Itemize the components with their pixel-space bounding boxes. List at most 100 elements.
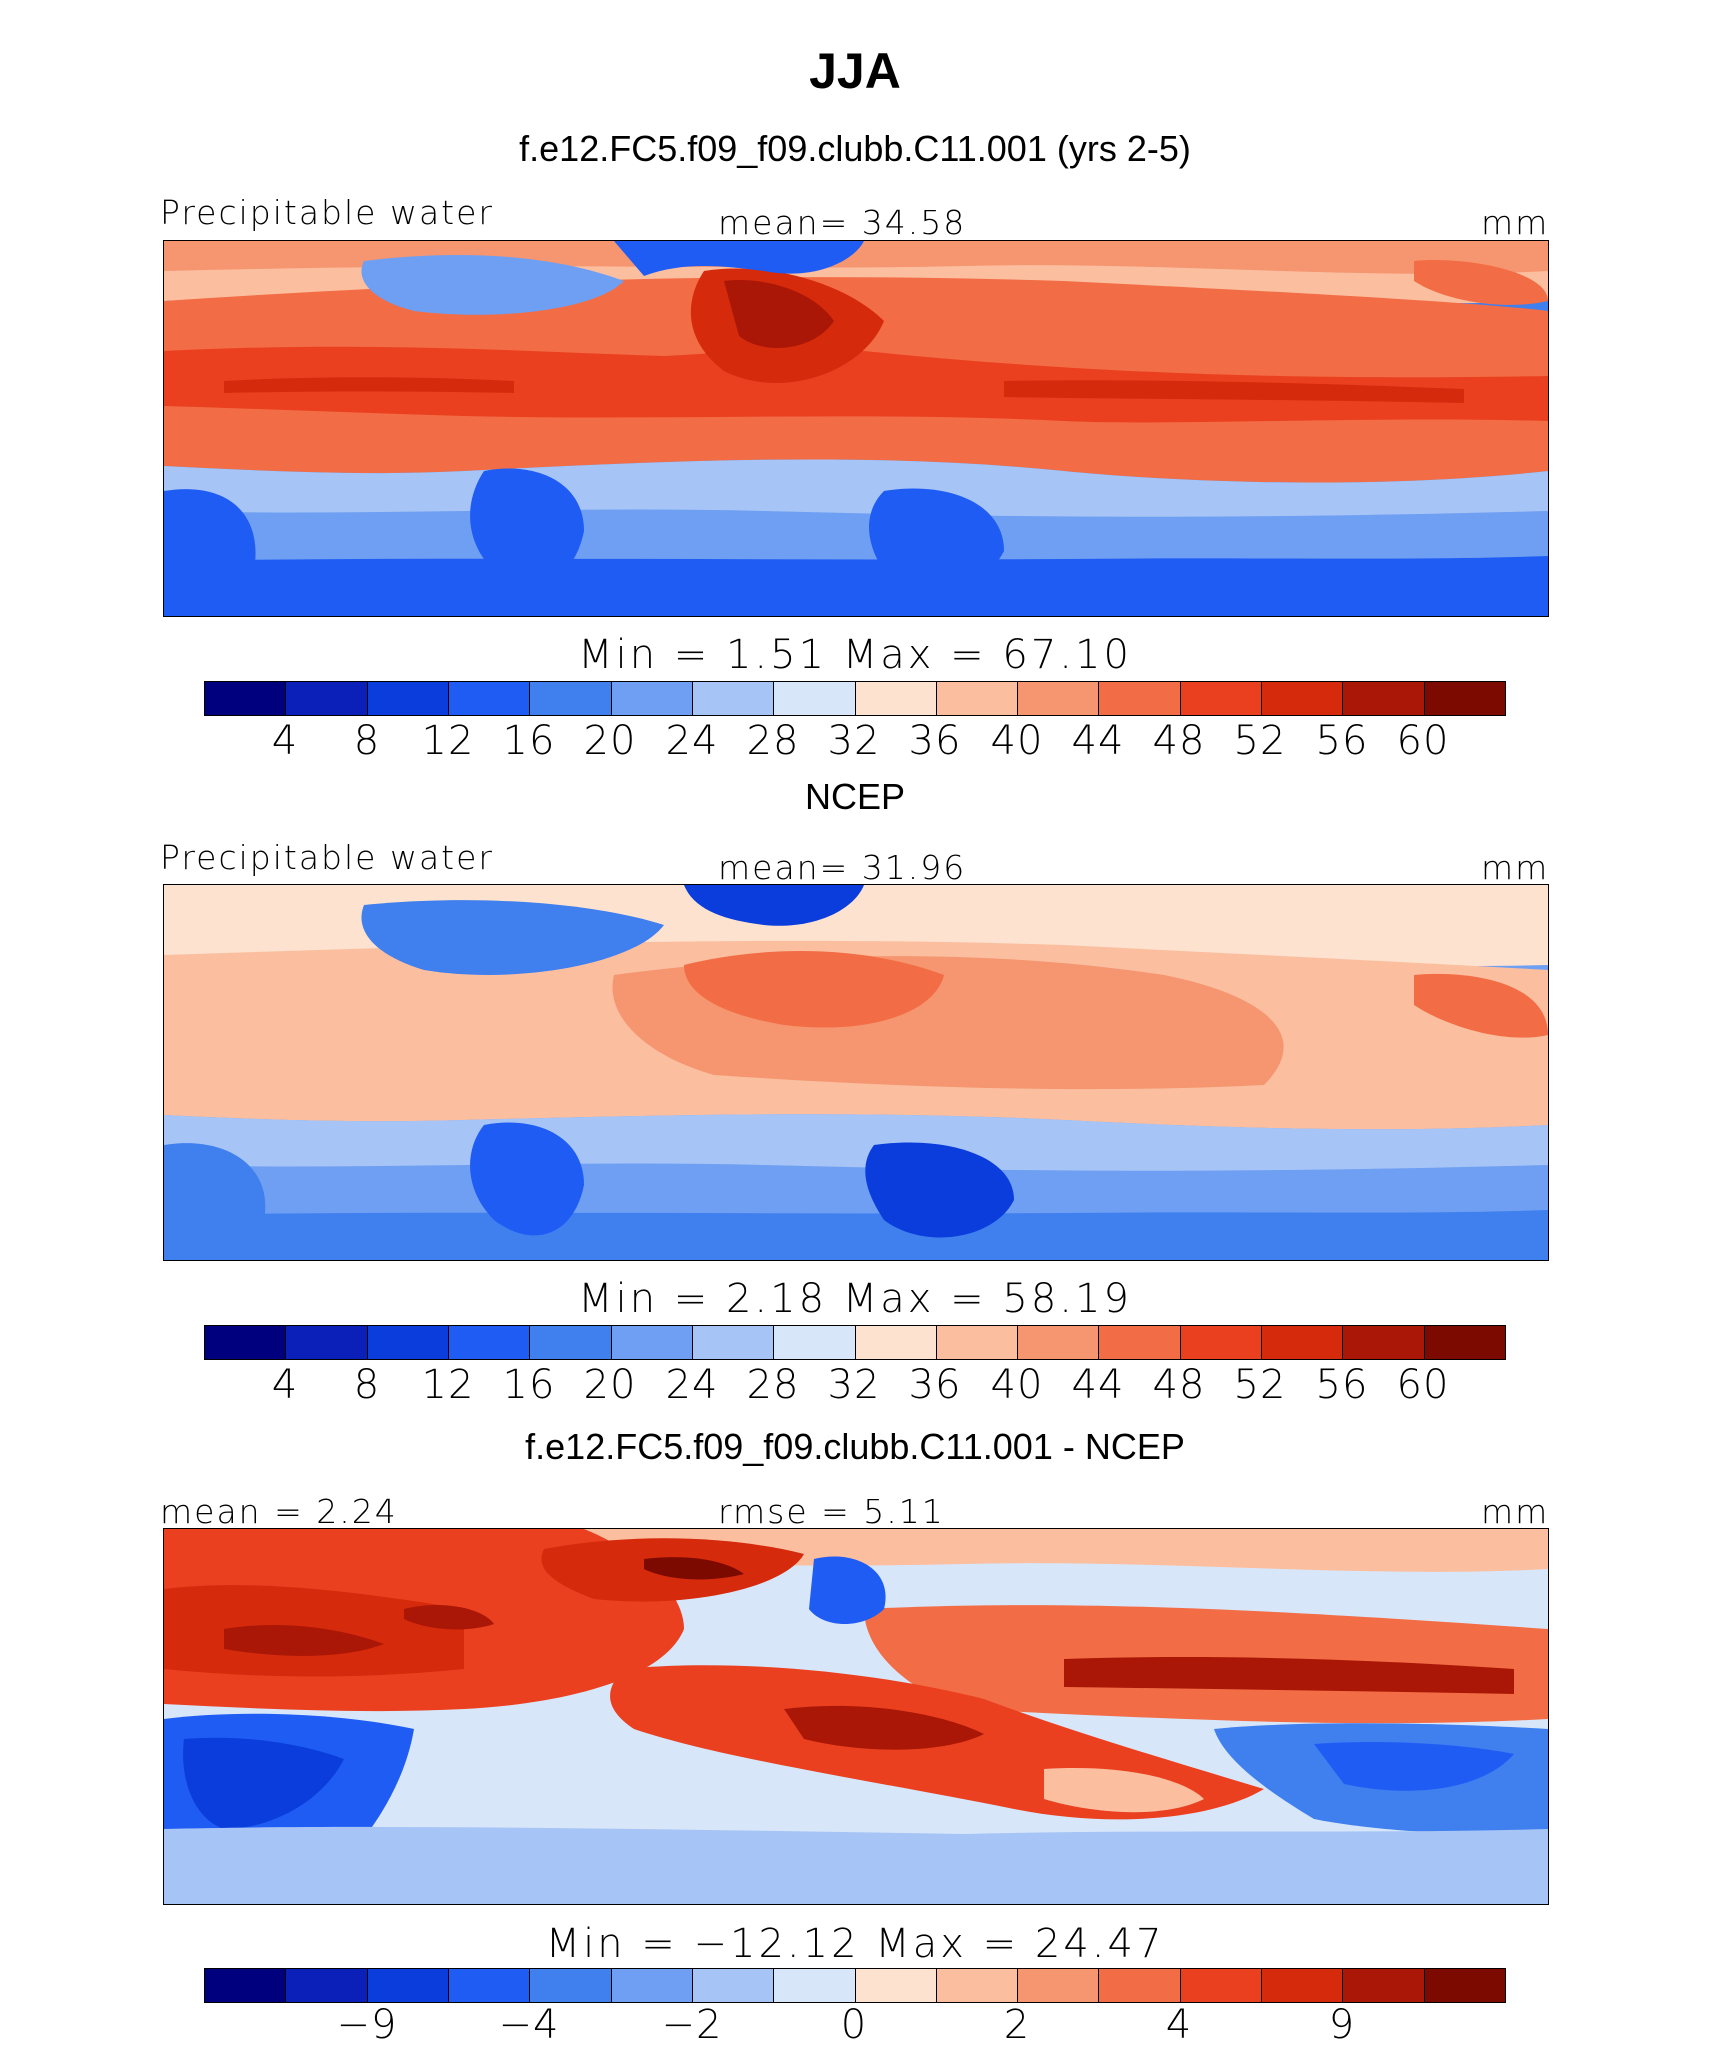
panel-1-min-max: Min = 1.51 Max = 67.10: [578, 632, 1132, 678]
panel-1-map: [163, 240, 1549, 617]
panel-3-contour-field: [164, 1529, 1548, 1904]
colorbar-cell: [774, 1326, 856, 1359]
colorbar-cell: [286, 1969, 368, 2002]
colorbar-tick-label: 12: [421, 718, 475, 764]
colorbar-tick-label: 32: [827, 1362, 881, 1408]
colorbar-tick-label: 60: [1396, 718, 1450, 764]
colorbar-cell: [936, 1326, 1019, 1359]
panel-3-colorbar: [204, 1968, 1506, 2003]
colorbar-tick-label: 56: [1315, 1362, 1369, 1408]
panel-2-contour-field: [164, 885, 1548, 1260]
colorbar-cell: [774, 1969, 856, 2002]
colorbar-tick-label: 24: [665, 718, 719, 764]
colorbar-cell: [692, 682, 775, 715]
colorbar-cell: [855, 1969, 937, 2002]
colorbar-tick-label: −4: [498, 2002, 560, 2048]
colorbar-cell: [1099, 1969, 1181, 2002]
colorbar-tick-label: 2: [1003, 2002, 1031, 2048]
colorbar-tick-label: 16: [502, 1362, 556, 1408]
panel-2-colorbar: [204, 1325, 1506, 1360]
panel-3-mean-label: mean = 2.24: [160, 1492, 398, 1531]
colorbar-cell: [1018, 682, 1100, 715]
colorbar-cell: [1424, 1326, 1505, 1359]
colorbar-cell: [1262, 682, 1344, 715]
colorbar-cell: [1424, 682, 1505, 715]
panel-2-colorbar-ticks: 4 8 12 16 20 24 28 32 36 40 44 48 52 56 …: [204, 1362, 1504, 1408]
colorbar-tick-label: 44: [1071, 718, 1125, 764]
colorbar-cell: [530, 1969, 612, 2002]
colorbar-cell: [367, 1969, 449, 2002]
colorbar-tick-label: 44: [1071, 1362, 1125, 1408]
colorbar-cell: [1262, 1326, 1344, 1359]
colorbar-tick-label: 36: [908, 1362, 962, 1408]
colorbar-tick-label: 12: [421, 1362, 475, 1408]
panel-1-title: f.e12.FC5.f09_f09.clubb.C11.001 (yrs 2-5…: [519, 128, 1191, 169]
panel-2-map: [163, 884, 1549, 1261]
colorbar-cell: [855, 1326, 937, 1359]
colorbar-tick-label: 20: [583, 1362, 637, 1408]
colorbar-cell: [1343, 682, 1425, 715]
colorbar-cell: [692, 1326, 775, 1359]
panel-1-contour-field: [164, 241, 1548, 616]
colorbar-tick-label: 4: [1165, 2002, 1193, 2048]
colorbar-cell: [611, 1969, 693, 2002]
panel-3-map: [163, 1528, 1549, 1905]
colorbar-cell: [936, 682, 1019, 715]
panel-2-variable-label: Precipitable water: [160, 838, 494, 877]
colorbar-cell: [1180, 1326, 1263, 1359]
panel-2-mean-label: mean= 31.96: [718, 848, 967, 887]
panel-2-units-label: mm: [1481, 848, 1550, 887]
colorbar-cell: [611, 1326, 693, 1359]
panel-2-min-max: Min = 2.18 Max = 58.19: [578, 1276, 1132, 1322]
colorbar-cell: [448, 1326, 531, 1359]
colorbar-tick-label: 8: [353, 718, 381, 764]
panel-1-mean-label: mean= 34.58: [718, 203, 967, 242]
colorbar-tick-label: 28: [746, 1362, 800, 1408]
colorbar-cell: [1099, 1326, 1181, 1359]
colorbar-cell: [1343, 1969, 1425, 2002]
colorbar-cell: [936, 1969, 1019, 2002]
colorbar-tick-label: 48: [1152, 1362, 1206, 1408]
colorbar-tick-label: 4: [271, 718, 299, 764]
colorbar-tick-label: 36: [908, 718, 962, 764]
colorbar-cell: [1262, 1969, 1344, 2002]
panel-3-units-label: mm: [1481, 1492, 1550, 1531]
colorbar-tick-label: −9: [336, 2002, 398, 2048]
colorbar-tick-label: 24: [665, 1362, 719, 1408]
colorbar-cell: [530, 1326, 612, 1359]
colorbar-cell: [774, 682, 856, 715]
colorbar-cell: [530, 682, 612, 715]
colorbar-tick-label: 40: [990, 718, 1044, 764]
colorbar-tick-label: 56: [1315, 718, 1369, 764]
colorbar-cell: [1343, 1326, 1425, 1359]
colorbar-cell: [448, 682, 531, 715]
colorbar-tick-label: 48: [1152, 718, 1206, 764]
figure-title: JJA: [809, 43, 901, 99]
colorbar-tick-label: 52: [1233, 718, 1287, 764]
colorbar-cell: [1180, 1969, 1263, 2002]
colorbar-cell: [286, 682, 368, 715]
colorbar-cell: [692, 1969, 775, 2002]
panel-1-colorbar: [204, 681, 1506, 716]
colorbar-tick-label: 40: [990, 1362, 1044, 1408]
colorbar-tick-label: 8: [353, 1362, 381, 1408]
colorbar-cell: [611, 682, 693, 715]
colorbar-tick-label: 4: [271, 1362, 299, 1408]
panel-3-title: f.e12.FC5.f09_f09.clubb.C11.001 - NCEP: [525, 1426, 1185, 1467]
panel-3-colorbar-ticks: −9 −4 −2 0 2 4 9: [204, 2002, 1504, 2048]
colorbar-cell: [1018, 1969, 1100, 2002]
colorbar-cell: [448, 1969, 531, 2002]
colorbar-cell: [1018, 1326, 1100, 1359]
colorbar-tick-label: 28: [746, 718, 800, 764]
colorbar-cell: [286, 1326, 368, 1359]
colorbar-tick-label: 32: [827, 718, 881, 764]
panel-1-units-label: mm: [1481, 203, 1550, 242]
panel-3-min-max: Min = −12.12 Max = 24.47: [545, 1921, 1165, 1967]
colorbar-cell: [1424, 1969, 1505, 2002]
colorbar-tick-label: 16: [502, 718, 556, 764]
panel-2-title: NCEP: [804, 776, 906, 817]
colorbar-cell: [855, 682, 937, 715]
colorbar-cell: [1099, 682, 1181, 715]
colorbar-tick-label: 20: [583, 718, 637, 764]
colorbar-tick-label: 52: [1233, 1362, 1287, 1408]
